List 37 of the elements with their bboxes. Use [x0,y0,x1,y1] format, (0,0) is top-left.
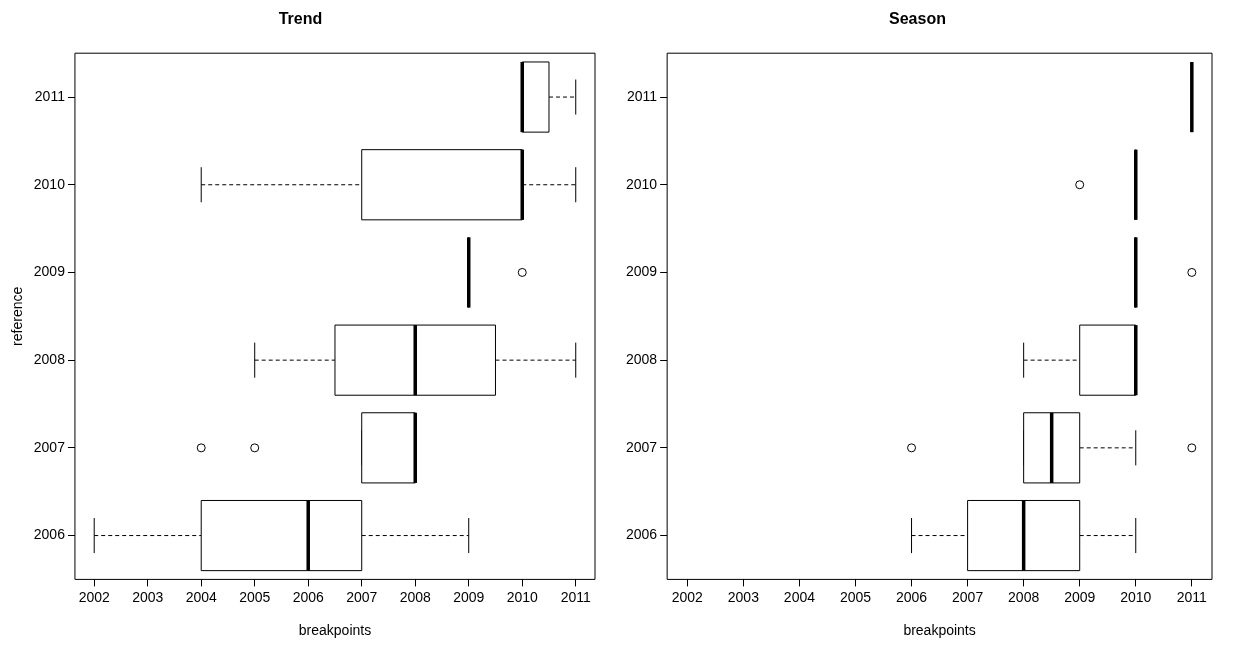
x-tick-label: 2011 [560,588,591,605]
x-tick-label: 2006 [292,588,324,605]
x-tick-label: 2005 [839,588,872,605]
y-tick-label: 2010 [625,175,658,192]
x-axis-title: breakpoints [298,622,372,639]
x-tick-label: 2002 [78,588,110,605]
x-tick-label: 2005 [239,588,271,605]
x-tick-label: 2004 [185,588,217,605]
x-tick-label: 2010 [1120,588,1152,605]
y-tick-label: 2011 [34,87,66,104]
y-tick-label: 2010 [33,175,66,192]
y-tick-label: 2006 [625,526,658,543]
y-tick-label: 2008 [33,351,66,368]
y-axis-title: reference [9,286,26,346]
x-tick-label: 2010 [506,588,539,605]
x-tick-label: 2009 [1064,588,1096,605]
x-tick-label: 2011 [1176,588,1208,605]
y-tick-label: 2007 [625,438,658,455]
x-tick-label: 2002 [671,588,704,605]
x-tick-label: 2004 [783,588,816,605]
y-tick-label: 2007 [33,438,66,455]
x-tick-label: 2007 [346,588,378,605]
x-tick-label: 2007 [952,588,984,605]
x-tick-label: 2006 [895,588,928,605]
y-tick-label: 2009 [33,263,66,280]
x-axis-title: breakpoints [903,622,976,639]
x-tick-label: 2003 [132,588,164,605]
x-tick-label: 2008 [1008,588,1040,605]
y-tick-label: 2006 [33,526,66,543]
x-tick-label: 2003 [727,588,760,605]
y-tick-label: 2008 [625,351,658,368]
chart-title: Trend [278,10,323,28]
x-tick-label: 2009 [453,588,485,605]
x-tick-label: 2008 [399,588,432,605]
y-tick-label: 2011 [627,87,658,104]
chart-title: Season [889,10,946,28]
y-tick-label: 2009 [625,263,658,280]
